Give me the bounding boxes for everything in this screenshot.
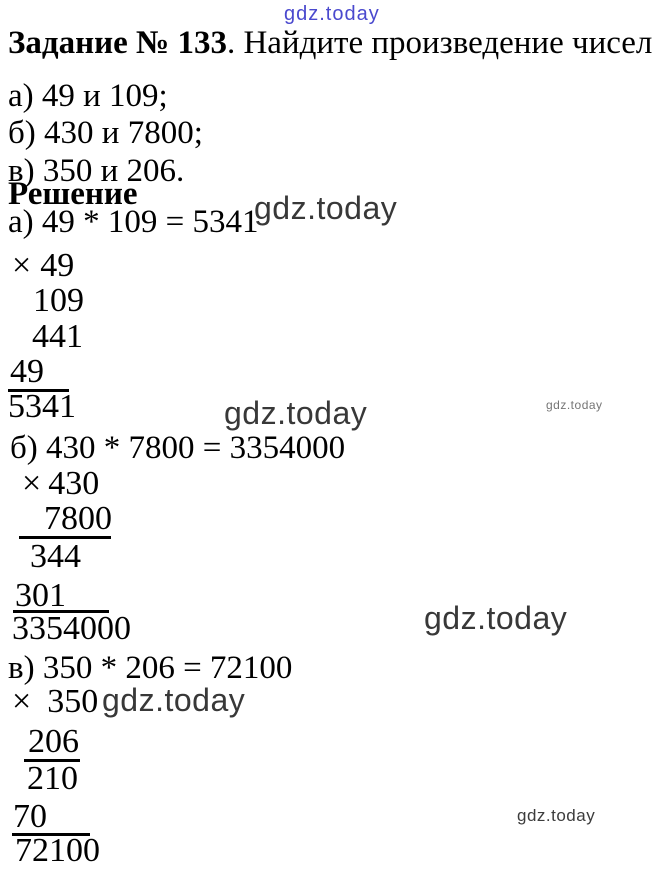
gdz-watermark-right-b: gdz.today bbox=[424, 600, 568, 636]
multiplier-b: 7800 bbox=[44, 500, 112, 537]
partial-product-b-2: 301 bbox=[15, 577, 66, 614]
multiplicand-a: 49 bbox=[40, 247, 75, 284]
partial-product-c-1: 210 bbox=[27, 760, 78, 797]
sum-rule-b2 bbox=[13, 610, 109, 613]
equation-b: б) 430 * 7800 = 3354000 bbox=[10, 430, 346, 466]
partial-product-b-1: 344 bbox=[30, 538, 81, 575]
multiplication-sign: × bbox=[12, 247, 32, 284]
gdz-watermark-inline-a: gdz.today bbox=[254, 190, 398, 226]
sum-rule-b1 bbox=[19, 536, 111, 539]
product-a: 5341 bbox=[8, 388, 76, 425]
multiplicand-c: 350 bbox=[47, 683, 99, 720]
task-item-a: а) 49 и 109; bbox=[8, 78, 168, 114]
gdz-watermark-bottom-right: gdz.today bbox=[517, 806, 596, 825]
factor-row-c: × 350 bbox=[12, 685, 98, 719]
task-item-b: б) 430 и 7800; bbox=[8, 115, 203, 151]
gdz-watermark-top: gdz.today bbox=[284, 3, 380, 25]
equation-a: а) 49 * 109 = 5341 bbox=[8, 204, 259, 240]
partial-product-c-2: 70 bbox=[13, 798, 47, 835]
equation-c: в) 350 * 206 = 72100 bbox=[8, 650, 293, 686]
multiplier-a: 109 bbox=[33, 282, 84, 319]
multiplicand-b: 430 bbox=[48, 465, 100, 502]
sum-rule-c2 bbox=[12, 833, 90, 836]
gdz-watermark-small-right: gdz.today bbox=[546, 398, 603, 412]
sum-rule-c1 bbox=[24, 759, 80, 762]
sum-rule-a bbox=[8, 389, 69, 392]
partial-product-a-1: 441 bbox=[32, 318, 83, 355]
multiplication-sign: × bbox=[22, 465, 42, 502]
gdz-watermark-center: gdz.today bbox=[224, 395, 368, 431]
partial-product-a-2: 49 bbox=[10, 353, 44, 390]
product-b: 3354000 bbox=[12, 610, 131, 647]
task-number: Задание № 133 bbox=[8, 25, 227, 61]
task-item-c: в) 350 и 206. bbox=[8, 153, 185, 189]
task-title-text: . Найдите произведение чисел: bbox=[226, 25, 655, 61]
multiplier-c: 206 bbox=[28, 723, 79, 760]
gdz-watermark-inline-c: gdz.today bbox=[102, 682, 246, 718]
product-c: 72100 bbox=[15, 832, 100, 869]
page-title: Задание № 133. Найдите произведение чисе… bbox=[8, 27, 655, 60]
solution-heading: Решение bbox=[8, 176, 138, 212]
factor-row-b: × 430 bbox=[22, 467, 99, 501]
factor-row-a: × 49 bbox=[12, 249, 74, 283]
multiplication-sign: × bbox=[12, 683, 32, 720]
